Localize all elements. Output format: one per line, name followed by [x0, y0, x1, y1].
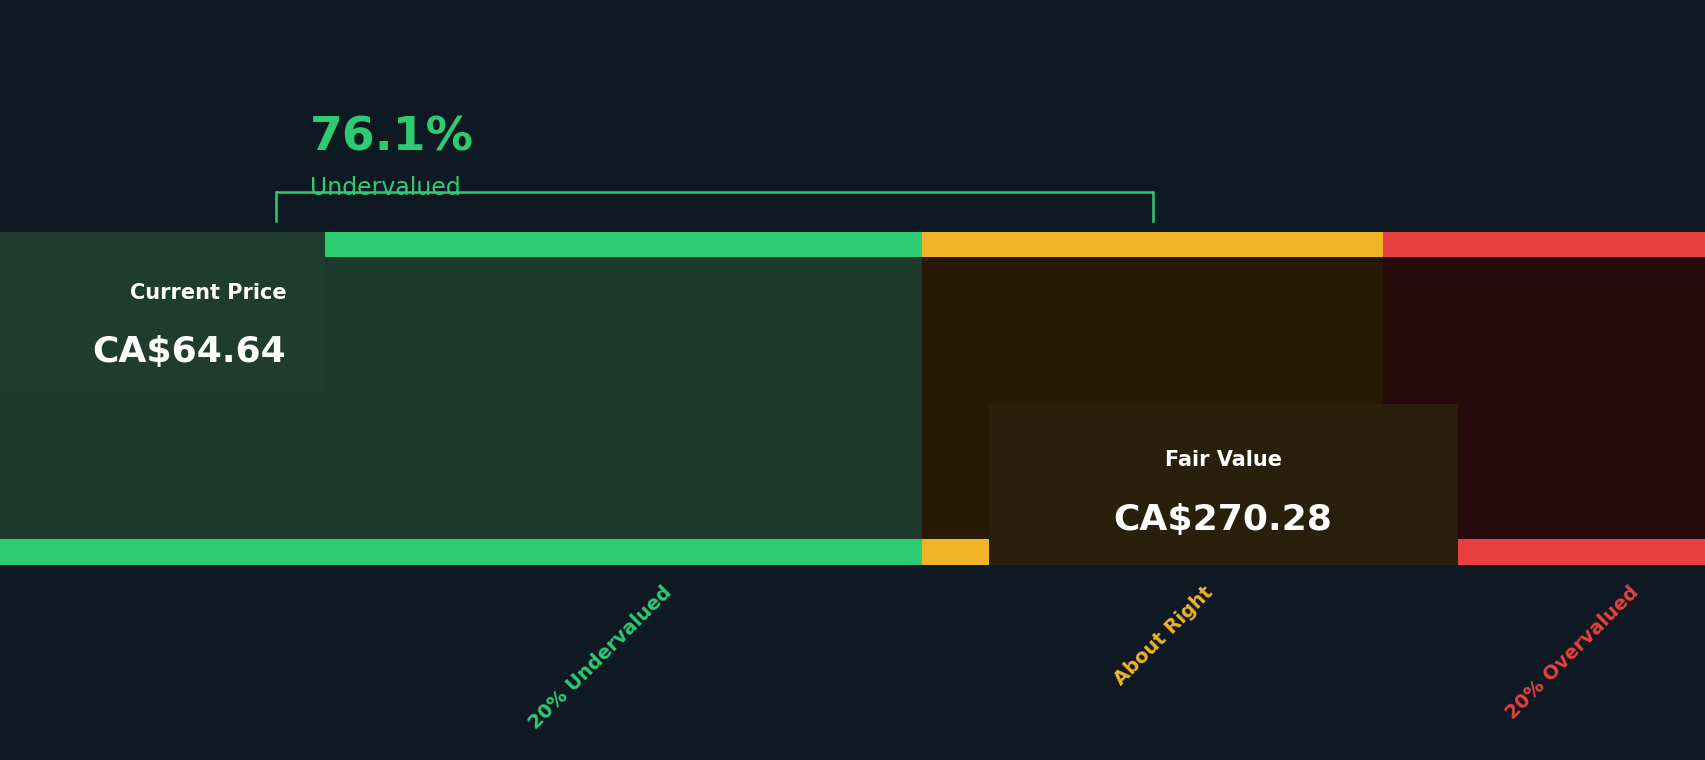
Bar [1383, 257, 1705, 540]
Text: 20% Overvalued: 20% Overvalued [1500, 583, 1642, 723]
Bar [1383, 232, 1705, 257]
Bar [0, 257, 1705, 540]
Bar [922, 232, 1383, 257]
Bar [0, 232, 326, 392]
Text: CA$270.28: CA$270.28 [1113, 502, 1332, 537]
Text: Fair Value: Fair Value [1165, 450, 1280, 470]
Bar [0, 257, 922, 540]
Text: Current Price: Current Price [130, 283, 286, 302]
Text: CA$64.64: CA$64.64 [92, 335, 286, 369]
Bar [1383, 540, 1705, 565]
Text: 20% Undervalued: 20% Undervalued [525, 583, 675, 733]
Text: About Right: About Right [1110, 583, 1216, 689]
Bar [922, 257, 1383, 540]
Bar [922, 540, 1383, 565]
Text: 76.1%: 76.1% [310, 116, 474, 161]
Bar [987, 404, 1456, 565]
Bar [0, 232, 922, 257]
Bar [0, 540, 922, 565]
Text: Undervalued: Undervalued [310, 176, 460, 200]
